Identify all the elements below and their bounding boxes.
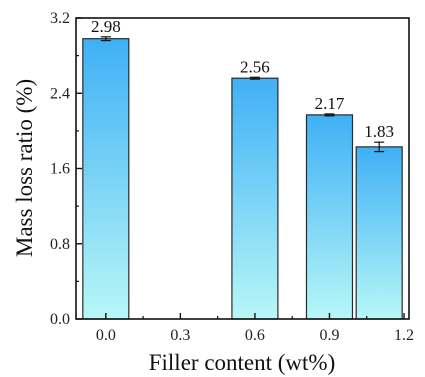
y-tick-label: 1.6 — [50, 161, 70, 178]
bar — [305, 114, 354, 320]
x-axis-ticks: 0.0 0.3 0.6 0.9 1.2 — [96, 313, 414, 344]
x-tick-label: 0.6 — [245, 327, 265, 344]
data-labels-group: 2.98 2.56 2.17 1.83 — [91, 17, 394, 141]
bar — [355, 146, 403, 320]
y-tick-label: 3.2 — [50, 10, 70, 27]
bar — [231, 77, 279, 320]
y-tick-label: 2.4 — [50, 85, 70, 102]
x-tick-label: 0.3 — [170, 327, 190, 344]
y-tick-label: 0.0 — [50, 311, 70, 328]
data-label: 1.83 — [364, 122, 394, 141]
bar — [82, 38, 130, 320]
y-axis-ticks: 0.0 0.8 1.6 2.4 3.2 — [50, 10, 82, 328]
data-label: 2.56 — [240, 57, 270, 76]
x-tick-label: 0.0 — [96, 327, 116, 344]
x-tick-label: 1.2 — [394, 327, 414, 344]
y-axis-title: Mass loss ratio (%) — [12, 79, 37, 257]
bars-group — [82, 38, 403, 320]
x-axis-title: Filler content (wt%) — [149, 350, 336, 375]
x-tick-label: 0.9 — [319, 327, 339, 344]
y-tick-label: 0.8 — [50, 236, 70, 253]
error-bars-group — [100, 36, 385, 153]
data-label: 2.17 — [315, 94, 345, 113]
data-label: 2.98 — [91, 17, 121, 36]
